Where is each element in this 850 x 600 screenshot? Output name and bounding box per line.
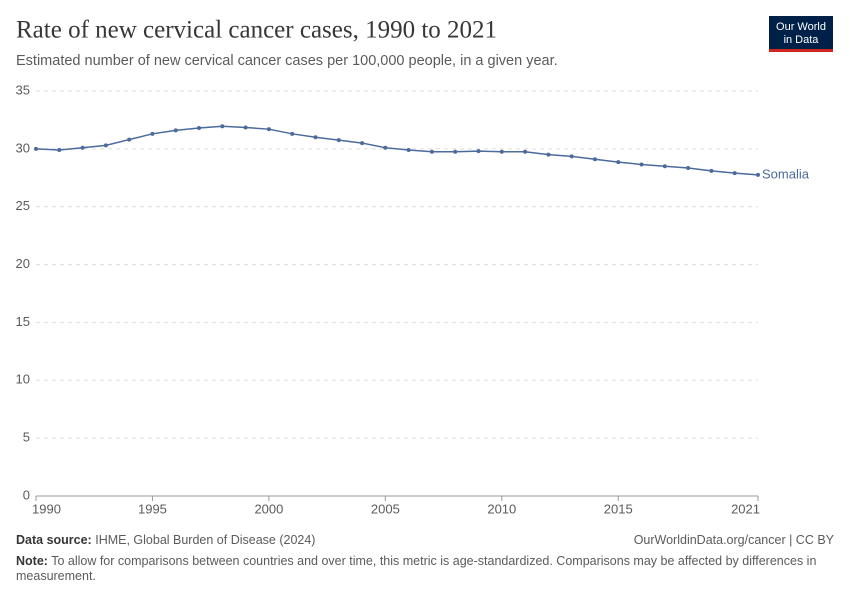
- source-text: IHME, Global Burden of Disease (2024): [95, 533, 316, 547]
- data-point: [383, 145, 388, 150]
- y-tick-label: 30: [16, 140, 30, 155]
- data-point: [197, 126, 202, 131]
- note: Note: To allow for comparisons between c…: [16, 554, 834, 584]
- data-point: [756, 172, 760, 177]
- note-label: Note:: [16, 554, 48, 568]
- series-line: [35, 125, 759, 176]
- source: Data source: IHME, Global Burden of Dise…: [16, 533, 834, 548]
- data-point: [523, 149, 528, 154]
- x-tick-label: 1995: [138, 501, 167, 516]
- data-point: [57, 148, 62, 153]
- data-point: [732, 171, 737, 176]
- x-tick-label: 1990: [32, 501, 61, 516]
- data-point: [639, 162, 644, 167]
- data-point: [709, 168, 714, 173]
- chart-subtitle: Estimated number of new cervical cancer …: [16, 53, 558, 69]
- note-text: To allow for comparisons between countri…: [16, 554, 817, 583]
- data-point: [336, 138, 341, 143]
- x-tick-label: 2015: [604, 501, 633, 516]
- x-tick-label: 2000: [254, 501, 283, 516]
- logo-bar: [769, 49, 833, 52]
- data-point: [686, 165, 691, 170]
- data-point: [103, 143, 108, 148]
- data-point: [127, 137, 132, 142]
- source-label: Data source:: [16, 533, 92, 547]
- chart-title: Rate of new cervical cancer cases, 1990 …: [16, 17, 497, 44]
- data-point: [150, 131, 155, 136]
- data-point: [546, 152, 551, 157]
- data-point: [266, 127, 271, 132]
- data-point: [80, 145, 85, 150]
- data-point: [476, 149, 481, 154]
- data-point: [243, 125, 248, 130]
- data-point: [592, 157, 597, 162]
- series-label: Somalia: [762, 166, 810, 181]
- y-tick-label: 25: [16, 198, 30, 213]
- data-point: [429, 149, 434, 154]
- y-tick-label: 10: [16, 372, 30, 387]
- data-point: [360, 141, 365, 146]
- data-point: [569, 154, 574, 159]
- data-point: [616, 160, 621, 165]
- x-tick-label: 2021: [731, 501, 760, 516]
- y-tick-label: 15: [16, 314, 30, 329]
- y-tick-label: 35: [16, 82, 30, 97]
- data-point: [453, 149, 458, 154]
- y-tick-label: 20: [16, 256, 30, 271]
- data-point: [34, 146, 38, 151]
- data-point: [499, 149, 504, 154]
- x-tick-label: 2005: [371, 501, 400, 516]
- credit: OurWorldinData.org/cancer | CC BY: [16, 533, 834, 548]
- y-tick-label: 0: [23, 487, 30, 502]
- data-point: [290, 131, 295, 136]
- x-tick-label: 2010: [487, 501, 516, 516]
- data-point: [406, 148, 411, 153]
- data-point: [313, 135, 318, 140]
- logo-text: in Data: [784, 34, 820, 46]
- logo-box: [769, 16, 833, 52]
- data-point: [662, 164, 667, 169]
- data-point: [220, 124, 225, 129]
- logo-text: Our World: [776, 21, 826, 33]
- credit-text: OurWorldinData.org/cancer | CC BY: [633, 533, 834, 547]
- data-point: [173, 128, 178, 133]
- y-tick-label: 5: [23, 430, 30, 445]
